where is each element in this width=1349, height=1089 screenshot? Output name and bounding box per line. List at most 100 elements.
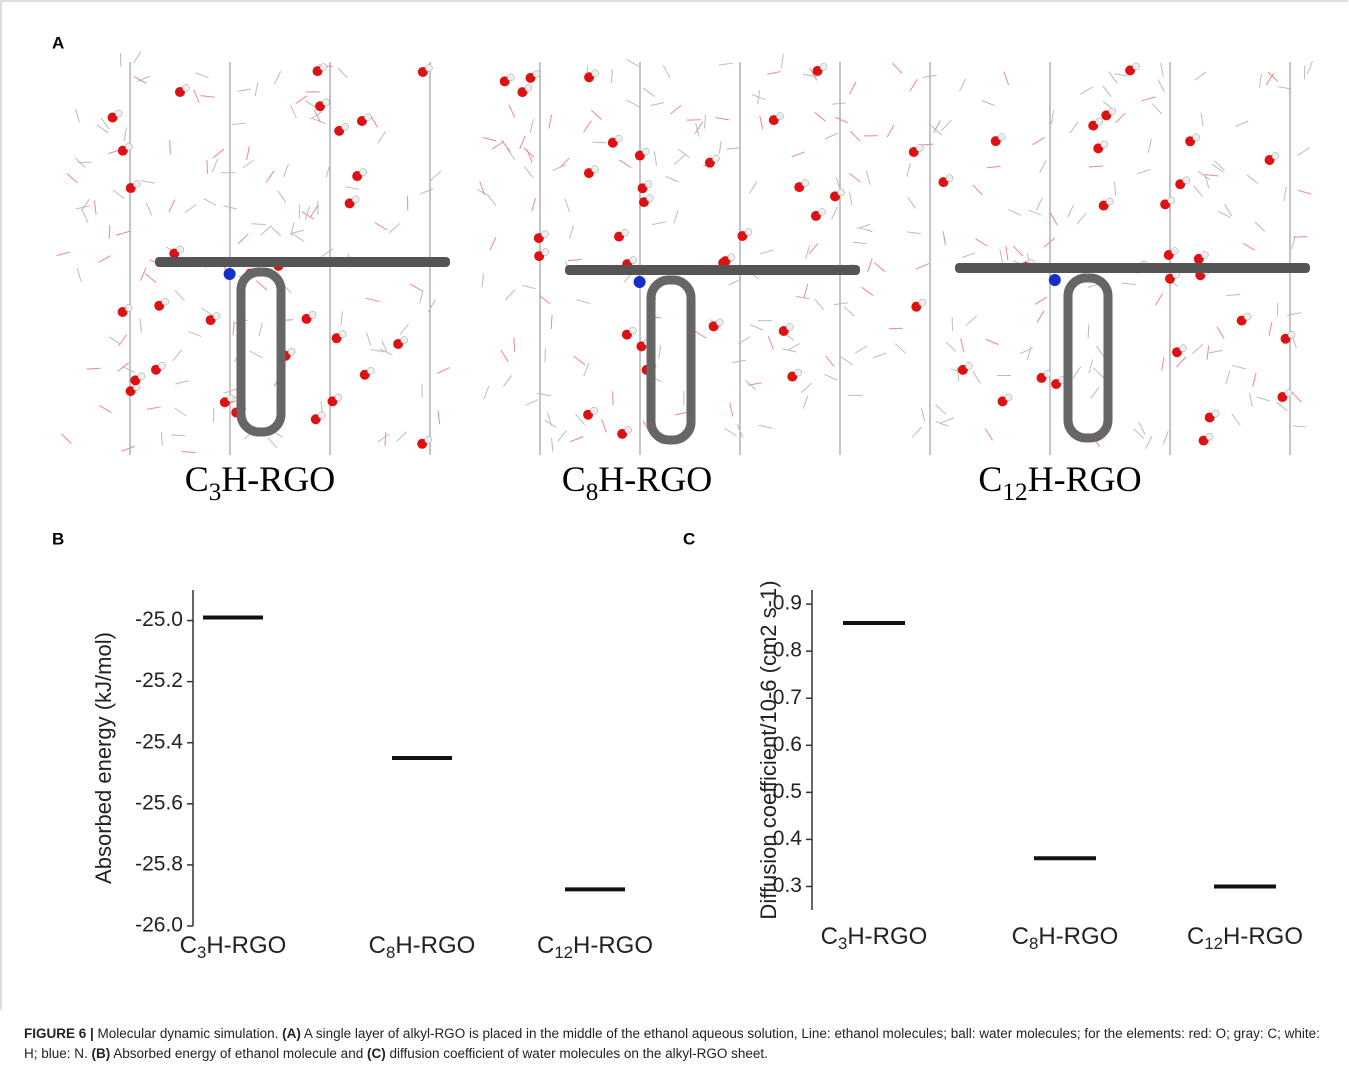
ethanol-line bbox=[1211, 163, 1224, 173]
ethanol-line bbox=[200, 307, 214, 316]
ethanol-line bbox=[610, 69, 613, 84]
water-h bbox=[308, 311, 317, 319]
molecular-images bbox=[56, 51, 1314, 455]
water-h bbox=[1271, 152, 1280, 160]
ethanol-line bbox=[145, 202, 153, 216]
water-h bbox=[1287, 331, 1296, 339]
ethanol-line bbox=[399, 323, 409, 336]
ethanol-line bbox=[181, 450, 196, 454]
water-o bbox=[704, 157, 715, 168]
water-o bbox=[107, 112, 118, 123]
ethanol-line bbox=[1194, 71, 1207, 81]
ethanol-line bbox=[695, 122, 700, 137]
ethanol-line bbox=[479, 181, 485, 195]
y-tick-label: -25.8 bbox=[135, 852, 183, 875]
ethanol-line bbox=[321, 248, 334, 257]
panel-label: C bbox=[683, 529, 695, 548]
ethanol-line bbox=[529, 118, 534, 133]
ethanol-line bbox=[312, 117, 326, 125]
ethanol-line bbox=[930, 125, 943, 136]
caption-text: (C) bbox=[366, 1046, 386, 1061]
water-o bbox=[1204, 412, 1215, 423]
ethanol-line bbox=[76, 268, 82, 283]
water-o bbox=[1165, 273, 1176, 284]
water-h bbox=[1284, 389, 1293, 397]
ethanol-line bbox=[133, 76, 147, 84]
water-o bbox=[787, 371, 798, 382]
water-h bbox=[424, 436, 432, 444]
ethanol-line bbox=[767, 335, 774, 350]
ethanol-line bbox=[504, 289, 516, 301]
ethanol-line bbox=[694, 330, 707, 339]
ethanol-line bbox=[1306, 60, 1314, 75]
water-o bbox=[1193, 253, 1204, 264]
water-h bbox=[776, 112, 784, 120]
ethanol-line bbox=[830, 206, 839, 220]
water-h bbox=[1205, 432, 1214, 441]
water-o bbox=[344, 198, 355, 209]
y-tick-label: 0.7 bbox=[773, 686, 802, 709]
ethanol-line bbox=[80, 198, 90, 211]
water-o bbox=[327, 396, 338, 407]
water-o bbox=[310, 414, 321, 425]
ethanol-line bbox=[523, 147, 535, 158]
water-h bbox=[227, 394, 235, 403]
ethanol-line bbox=[430, 170, 442, 181]
ethanol-line bbox=[1252, 372, 1257, 387]
ethanol-line bbox=[1161, 356, 1165, 371]
ethanol-line bbox=[384, 431, 387, 446]
water-h bbox=[590, 406, 598, 415]
ethanol-line bbox=[809, 67, 818, 81]
ethanol-line bbox=[570, 436, 584, 443]
ethanol-line bbox=[911, 426, 922, 438]
ethanol-line bbox=[1192, 343, 1204, 354]
water-o bbox=[169, 248, 180, 259]
ethanol-line bbox=[237, 88, 252, 92]
ethanol-line bbox=[855, 345, 868, 354]
ethanol-line bbox=[1208, 350, 1223, 354]
water-o bbox=[331, 333, 342, 344]
nitrogen bbox=[223, 268, 236, 280]
water-o bbox=[583, 409, 594, 420]
ethanol-line bbox=[1254, 221, 1266, 232]
water-o bbox=[1036, 372, 1047, 383]
water-o bbox=[810, 210, 821, 221]
ethanol-line bbox=[396, 431, 408, 442]
ethanol-line bbox=[86, 367, 101, 370]
ethanol-line bbox=[557, 430, 567, 442]
ethanol-line bbox=[843, 306, 855, 317]
ethanol-line bbox=[377, 433, 390, 443]
ethanol-line bbox=[381, 340, 388, 354]
water-o bbox=[205, 315, 216, 326]
ethanol-line bbox=[1019, 347, 1033, 355]
x-tick-label: C8H-RGO bbox=[369, 932, 476, 962]
ethanol-line bbox=[945, 341, 957, 352]
ethanol-line bbox=[409, 283, 423, 292]
ethanol-line bbox=[270, 226, 282, 237]
water-o bbox=[417, 438, 428, 449]
ethanol-line bbox=[1214, 160, 1225, 171]
water-o bbox=[117, 307, 128, 318]
ethanol-line bbox=[795, 295, 810, 300]
water-o bbox=[637, 183, 648, 194]
caption-text: Molecular dynamic simulation. bbox=[93, 1026, 283, 1041]
ethanol-line bbox=[619, 159, 632, 169]
ethanol-line bbox=[500, 349, 509, 363]
water-o bbox=[720, 256, 731, 267]
water-h bbox=[334, 393, 343, 402]
water-h bbox=[124, 304, 133, 312]
ethanol-line bbox=[886, 124, 895, 138]
ethanol-line bbox=[677, 148, 690, 158]
water-o bbox=[499, 76, 510, 87]
ethanol-line bbox=[653, 151, 658, 166]
ethanol-line bbox=[724, 427, 737, 437]
ethanol-line bbox=[1049, 212, 1058, 226]
water-o bbox=[1098, 200, 1109, 211]
ethanol-line bbox=[295, 95, 308, 105]
water-o bbox=[957, 364, 968, 375]
ethanol-line bbox=[1088, 165, 1103, 168]
ethanol-line bbox=[267, 437, 278, 449]
water-h bbox=[532, 70, 541, 78]
water-o bbox=[1264, 154, 1275, 165]
ethanol-line bbox=[211, 159, 218, 173]
